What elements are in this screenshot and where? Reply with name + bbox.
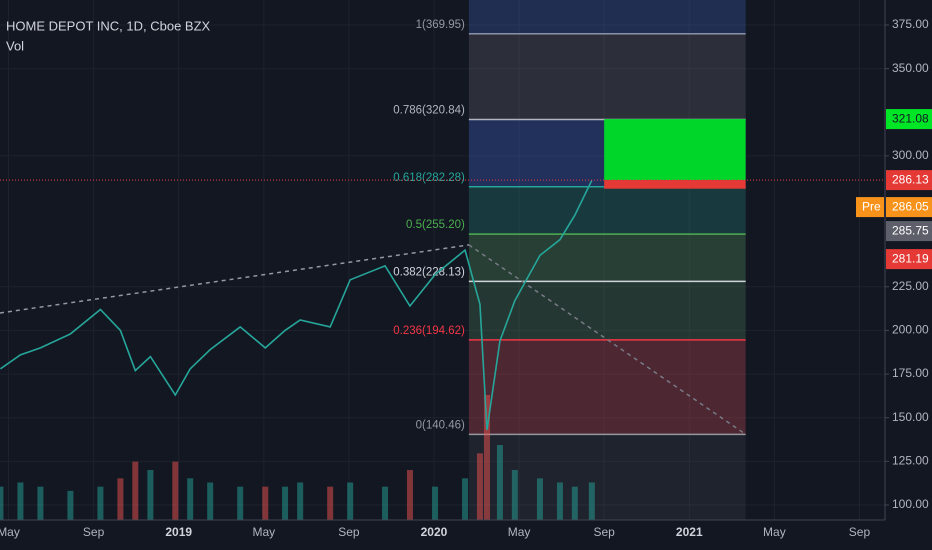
x-tick-label: May xyxy=(763,525,786,539)
fib-zone xyxy=(468,281,746,340)
fib-label: 0.382(228.13) xyxy=(393,266,465,278)
price-badge-label: 321.08 xyxy=(892,111,929,125)
y-tick-label: 125.00 xyxy=(892,454,929,468)
volume-bar xyxy=(588,482,595,520)
volume-bar xyxy=(406,470,413,520)
volume-bar xyxy=(432,486,439,520)
volume-bar xyxy=(187,478,194,520)
y-tick-label: 100.00 xyxy=(892,497,929,511)
volume-bar xyxy=(483,395,490,520)
price-line xyxy=(0,179,593,431)
y-tick-label: 175.00 xyxy=(892,366,929,380)
x-tick-label: May xyxy=(252,525,275,539)
plot xyxy=(0,119,885,435)
price-axis: 375.00 350.00 300.00 225.00 200.00 175.00 150.… xyxy=(856,17,932,511)
price-badge xyxy=(856,197,884,218)
x-tick-label: Sep xyxy=(338,525,360,539)
volume-bar xyxy=(282,486,289,520)
volume-bar xyxy=(536,478,543,520)
volume-bar xyxy=(17,482,24,520)
fib-column xyxy=(468,0,746,520)
fib-zone xyxy=(468,339,746,435)
volume-bar xyxy=(172,461,179,520)
volume-bar xyxy=(117,478,124,520)
fib-zone xyxy=(468,33,746,120)
price-badge-label: 285.75 xyxy=(892,223,929,237)
y-tick-label: 225.00 xyxy=(892,279,929,293)
y-tick-label: 200.00 xyxy=(892,323,929,337)
position-target xyxy=(604,119,746,181)
volume-bar xyxy=(67,490,74,520)
fib-label: 0.236(194.62) xyxy=(393,325,465,337)
volume-bar xyxy=(382,486,389,520)
volume-bar xyxy=(147,470,154,520)
y-tick-label: 150.00 xyxy=(892,410,929,424)
x-tick-label: Sep xyxy=(594,525,616,539)
fib-top xyxy=(468,0,746,34)
chart-title: HOME DEPOT INC, 1D, Cboe BZX xyxy=(6,18,211,33)
volume-bar xyxy=(511,470,518,520)
volume-label: Vol xyxy=(6,38,24,53)
x-tick-label: Sep xyxy=(849,525,871,539)
volume-bar xyxy=(0,486,4,520)
volume-bar xyxy=(327,486,334,520)
fib-label: 0.618(282.28) xyxy=(393,172,465,184)
x-tick-label: 2021 xyxy=(676,525,703,539)
price-badge xyxy=(886,109,932,130)
y-tick-label: 375.00 xyxy=(892,17,929,31)
volume-bar xyxy=(571,486,578,520)
x-tick-label: Sep xyxy=(83,525,105,539)
volume-bar xyxy=(496,445,503,520)
volume-bar xyxy=(37,486,44,520)
fib-label: 0.5(255.20) xyxy=(406,219,465,231)
fib-label: 0.786(320.84) xyxy=(393,105,465,117)
price-badge xyxy=(886,197,932,218)
volume-bar xyxy=(297,482,304,520)
volume-bar xyxy=(97,486,104,520)
price-badge xyxy=(886,249,932,270)
y-tick-label: 300.00 xyxy=(892,148,929,162)
x-tick-label: May xyxy=(508,525,531,539)
volume-bar xyxy=(476,453,483,520)
volume-bar xyxy=(347,482,354,520)
trendline xyxy=(0,244,469,314)
price-badge-label: Pre xyxy=(862,199,881,213)
fib-label: 1(369.95) xyxy=(416,19,465,31)
volume-bar xyxy=(462,478,469,520)
volume-bar xyxy=(556,482,563,520)
volume-bar xyxy=(262,486,269,520)
volume xyxy=(0,395,595,520)
price-badge-label: 286.05 xyxy=(892,199,929,213)
position-stop xyxy=(604,180,746,189)
price-badge xyxy=(886,170,932,191)
x-tick-label: 2020 xyxy=(421,525,448,539)
volume-bar xyxy=(132,461,139,520)
fib-zone xyxy=(468,234,746,282)
price-badge xyxy=(886,221,932,242)
fib-label: 0(140.46) xyxy=(416,419,465,431)
volume-bar xyxy=(237,486,244,520)
x-tick-label: 2019 xyxy=(165,525,192,539)
x-tick-label: May xyxy=(0,525,20,539)
price-badge-label: 286.13 xyxy=(892,172,929,186)
y-tick-label: 350.00 xyxy=(892,61,929,75)
volume-bar xyxy=(207,482,214,520)
price-badge-label: 281.19 xyxy=(892,251,929,265)
fib-zone xyxy=(468,186,746,235)
